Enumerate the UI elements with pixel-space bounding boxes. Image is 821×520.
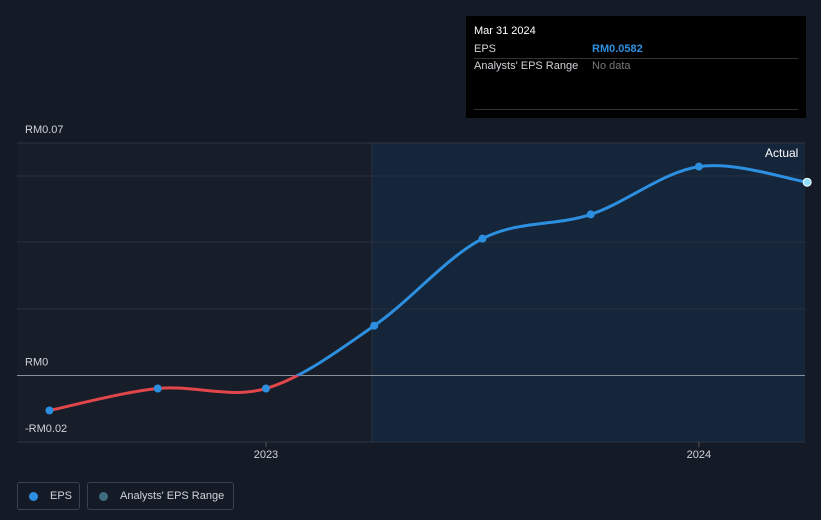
legend-swatch [29,492,38,501]
point [153,384,162,393]
faint-grid [17,175,805,310]
point [478,234,487,243]
x-tick-label: 2023 [254,449,278,461]
tooltip-key: EPS [474,43,497,55]
y-tick-label: -RM0.02 [25,423,67,435]
y-tick-label: RM0 [25,356,48,368]
tooltip: Mar 31 2024 EPS RM0.0582 Analysts' EPS R… [466,16,806,118]
y-tick-label: RM0.07 [25,124,64,136]
annotation: Actual [765,146,798,160]
legend-label: EPS [50,490,73,502]
tooltip-value: No data [592,60,631,72]
line [49,164,808,412]
tooltip-row: EPS RM0.0582 [474,41,798,59]
point [802,177,812,187]
x-tick-label: 2024 [687,449,711,461]
legend-item[interactable]: EPS [17,482,80,510]
point [370,321,379,330]
legend-swatch [99,492,108,501]
tooltip-key: Analysts' EPS Range [474,60,579,72]
point [45,406,54,415]
point [261,384,270,393]
past-area [17,143,372,442]
forecast-area [372,143,805,442]
point [586,210,595,219]
tooltip-row: Analysts' EPS Range No data [474,58,798,110]
point [694,162,703,171]
tooltip-date: Mar 31 2024 [474,25,536,37]
legend-label: Analysts' EPS Range [120,490,225,502]
legend-item[interactable]: Analysts' EPS Range [87,482,234,510]
tooltip-value: RM0.0582 [592,43,643,55]
